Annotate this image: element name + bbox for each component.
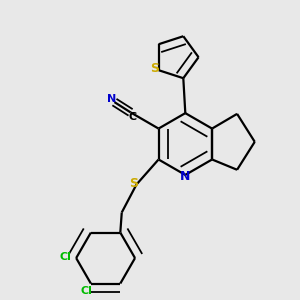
- Text: S: S: [129, 176, 138, 190]
- Text: Cl: Cl: [60, 252, 72, 262]
- Text: N: N: [107, 94, 117, 103]
- Text: C: C: [129, 112, 137, 122]
- Text: N: N: [180, 170, 190, 183]
- Text: S: S: [150, 62, 159, 75]
- Text: Cl: Cl: [80, 286, 92, 296]
